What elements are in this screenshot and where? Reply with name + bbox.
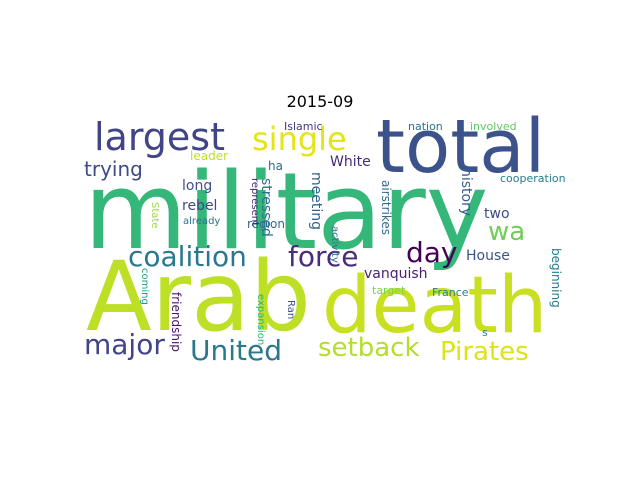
word-major: major bbox=[84, 328, 165, 361]
word-trying: trying bbox=[84, 157, 143, 181]
word-leader: leader bbox=[190, 149, 228, 163]
word-coalition: coalition bbox=[128, 240, 247, 273]
word-single: single bbox=[252, 120, 347, 158]
word-death: death bbox=[322, 261, 547, 351]
word-pirates: Pirates bbox=[440, 337, 529, 367]
word-target: target bbox=[372, 284, 406, 297]
word-coming: coming bbox=[139, 268, 150, 305]
word-stressed: stressed bbox=[258, 178, 274, 237]
word-force: force bbox=[288, 240, 359, 273]
word-total: total bbox=[376, 104, 545, 190]
word-involved: involved bbox=[470, 120, 517, 133]
word-military: military bbox=[84, 150, 488, 273]
word-airstrikes: airstrikes bbox=[379, 180, 393, 235]
word-expansion: expansion bbox=[255, 294, 266, 345]
word-state: State bbox=[149, 202, 160, 228]
word-arab: Arab bbox=[86, 241, 311, 353]
word-day: day bbox=[406, 236, 458, 269]
word-long: long bbox=[182, 178, 212, 194]
word-islamic: Islamic bbox=[284, 120, 323, 133]
word-rebel: rebel bbox=[182, 198, 217, 214]
word-united: United bbox=[190, 334, 282, 367]
word-france: France bbox=[432, 286, 469, 299]
word-beginning: beginning bbox=[549, 248, 563, 308]
word-nation: nation bbox=[408, 120, 443, 133]
word-house: House bbox=[466, 248, 510, 264]
word-two: two bbox=[484, 206, 510, 222]
word-represent: represent bbox=[249, 178, 260, 226]
word-white: White bbox=[330, 154, 371, 170]
word-largest: largest bbox=[94, 115, 225, 159]
word-already: already bbox=[183, 216, 220, 227]
word-ha: ha bbox=[268, 159, 283, 173]
word-meeting: meeting bbox=[308, 172, 324, 230]
word-region: region bbox=[247, 217, 285, 231]
word-history: history bbox=[458, 168, 474, 216]
word-vanquish: vanquish bbox=[364, 266, 428, 282]
word-ran: Ran bbox=[285, 300, 296, 319]
word-setback: setback bbox=[318, 333, 420, 363]
word-wa: wa bbox=[488, 217, 525, 247]
chart-title: 2015-09 bbox=[286, 92, 354, 111]
word-s: s bbox=[482, 326, 488, 339]
word-cooperation: cooperation bbox=[500, 172, 566, 185]
word-friendship: friendship bbox=[169, 292, 183, 352]
word-activity: activity bbox=[329, 226, 340, 263]
